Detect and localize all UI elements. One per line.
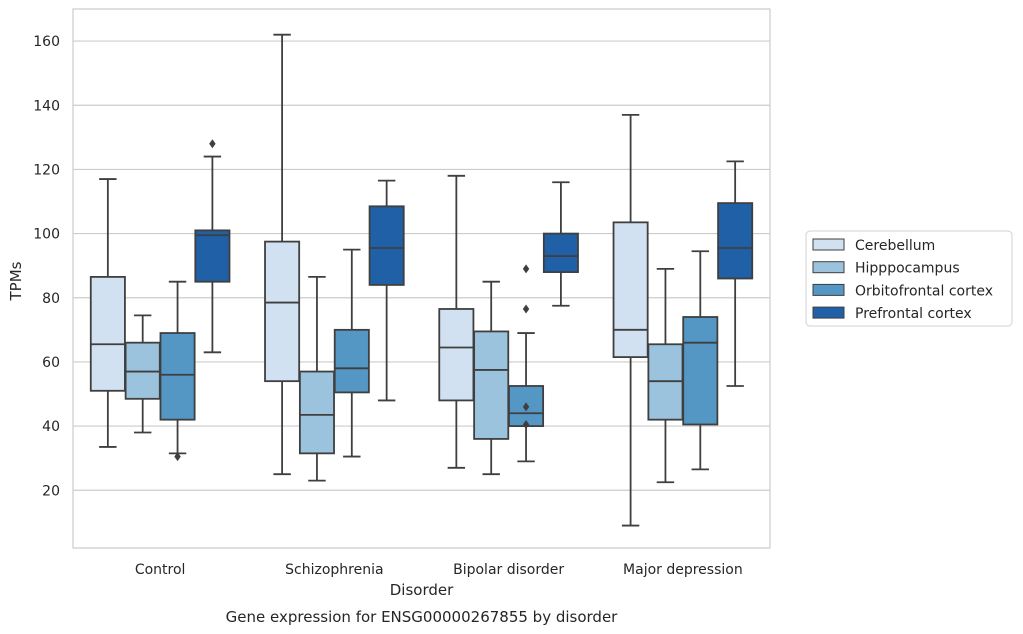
legend-item: Cerebellum (812, 238, 935, 254)
box-cerebellum (438, 174, 475, 469)
box-body (298, 370, 335, 455)
y-tick-labels: 20 40 60 80 100 120 140 160 (33, 34, 60, 499)
y-tick-label: 160 (33, 34, 60, 50)
box-prefrontal-cortex (542, 181, 579, 307)
box-body (717, 202, 754, 280)
legend-item: Hipppocampus (812, 261, 960, 277)
legend-label: Cerebellum (855, 238, 935, 254)
legend-swatch (812, 261, 845, 274)
box-body (473, 330, 510, 440)
box-cerebellum (612, 113, 649, 527)
outlier-point (522, 304, 530, 314)
legend-label: Orbitofrontal cortex (855, 283, 993, 299)
box-hipppocampus (124, 314, 161, 434)
x-tick-label: Schizophrenia (285, 562, 383, 578)
box-orbitofrontal-cortex (508, 264, 545, 463)
legend-item: Prefrontal cortex (812, 306, 972, 322)
outlier-point (174, 452, 181, 462)
chart-caption: Gene expression for ENSG00000267855 by d… (226, 608, 619, 626)
plot-boxes (89, 33, 754, 527)
box-prefrontal-cortex (194, 139, 231, 354)
box-body (159, 332, 196, 421)
box-body (542, 232, 579, 273)
legend-label: Prefrontal cortex (855, 306, 972, 322)
outlier-point (209, 139, 216, 149)
box-prefrontal-cortex (368, 179, 405, 402)
box-prefrontal-cortex (717, 160, 754, 387)
x-tick-label: Bipolar disorder (453, 562, 564, 578)
legend-swatch (812, 283, 845, 296)
y-tick-label: 20 (42, 483, 60, 499)
box-body (89, 275, 126, 392)
legend: Cerebellum Hipppocampus Orbitofrontal cort… (805, 230, 1013, 327)
box-body (264, 240, 301, 383)
box-orbitofrontal-cortex (333, 248, 370, 458)
y-tick-label: 80 (42, 291, 60, 307)
box-hipppocampus (647, 267, 684, 484)
y-tick-label: 140 (33, 98, 60, 114)
box-body (612, 221, 649, 359)
legend-swatch (812, 238, 845, 251)
box-orbitofrontal-cortex (682, 250, 719, 471)
outlier-point (522, 419, 530, 429)
y-tick-label: 60 (42, 355, 60, 371)
legend-item: Orbitofrontal cortex (812, 283, 993, 299)
box-cerebellum (89, 178, 126, 448)
legend-frame (805, 230, 1013, 327)
plot-frame (72, 8, 771, 549)
outlier-point (522, 264, 530, 274)
box-hipppocampus (473, 280, 510, 476)
box-body (682, 316, 719, 426)
x-tick-labels: Control Schizophrenia Bipolar disorder Majo… (135, 562, 743, 578)
x-tick-label: Control (135, 562, 186, 578)
box-cerebellum (264, 33, 301, 476)
box-body (438, 308, 475, 402)
y-tick-label: 100 (33, 227, 60, 243)
box-body (368, 205, 405, 286)
box-body (194, 229, 231, 283)
box-orbitofrontal-cortex (159, 280, 196, 462)
box-body (333, 328, 370, 394)
x-axis-label: Disorder (390, 581, 454, 599)
legend-label: Hipppocampus (855, 261, 960, 277)
y-tick-label: 120 (33, 162, 60, 178)
box-hipppocampus (298, 275, 335, 482)
y-tick-label: 40 (42, 419, 60, 435)
y-axis-label: TPMs (7, 261, 25, 301)
x-tick-label: Major depression (623, 562, 743, 578)
outlier-point (522, 402, 530, 412)
legend-swatch (812, 306, 845, 319)
